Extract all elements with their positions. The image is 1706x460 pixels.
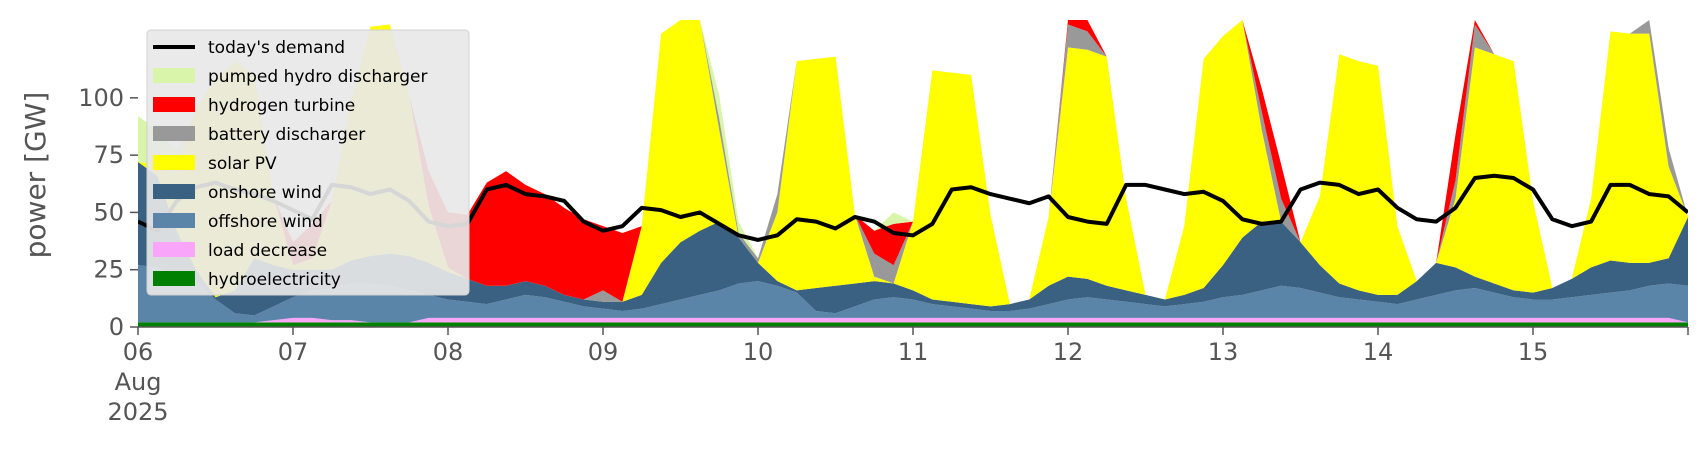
y-tick-label: 100 (78, 84, 124, 112)
x-tick-label: 14 (1363, 338, 1394, 366)
legend: today's demand pumped hydro discharger hyd… (146, 29, 470, 296)
area-load-decrease (138, 317, 1688, 323)
legend-label-offshore-wind: offshore wind (208, 212, 323, 232)
x-tick-label: 15 (1518, 338, 1549, 366)
x-tick-label: 12 (1053, 338, 1084, 366)
x-tick-label: 06 (123, 338, 154, 366)
x-tick-label: 08 (433, 338, 464, 366)
y-tick-label: 0 (109, 313, 124, 341)
plot-area (138, 20, 1688, 327)
legend-label-hydrogen-turbine: hydrogen turbine (208, 96, 355, 116)
legend-label-onshore-wind: onshore wind (208, 183, 322, 203)
legend-label-pumped-hydro-discharger: pumped hydro discharger (208, 67, 427, 87)
legend-label-load-decrease: load decrease (208, 241, 327, 261)
x-tick-sublabel-year: 2025 (107, 398, 168, 426)
legend-label-hydroelectricity: hydroelectricity (208, 270, 341, 290)
area-solar-pv (138, 20, 1688, 307)
x-tick-sublabel-month: Aug (115, 368, 162, 396)
x-tick-label: 09 (588, 338, 619, 366)
area-onshore-wind (138, 162, 1688, 316)
y-axis-title: power [GW] (19, 92, 52, 259)
legend-swatch-hydrogen-turbine (153, 97, 195, 112)
area-hydrogen-turbine (138, 20, 1688, 305)
legend-items: today's demand pumped hydro discharger hyd… (153, 38, 427, 290)
legend-label-today-s-demand: today's demand (208, 38, 345, 58)
legend-swatch-load-decrease (153, 242, 195, 257)
legend-swatch-offshore-wind (153, 213, 195, 228)
legend-swatch-solar-pv (153, 155, 195, 170)
area-hydroelectricity (138, 322, 1688, 327)
legend-swatch-onshore-wind (153, 184, 195, 199)
legend-label-battery-discharger: battery discharger (208, 125, 365, 145)
y-tick-label: 75 (93, 141, 124, 169)
legend-swatch-pumped-hydro-discharger (153, 68, 195, 83)
x-tick-label: 10 (743, 338, 774, 366)
x-tick-label: 13 (1208, 338, 1239, 366)
legend-frame (146, 29, 470, 296)
y-ticks: 0 25 50 75 100 (78, 84, 138, 341)
y-tick-label: 25 (93, 256, 124, 284)
legend-label-solar-pv: solar PV (208, 154, 277, 174)
y-tick-label: 50 (93, 198, 124, 226)
legend-swatch-hydroelectricity (153, 271, 195, 286)
legend-swatch-battery-discharger (153, 126, 195, 141)
x-tick-label: 07 (278, 338, 309, 366)
x-tick-label: 11 (898, 338, 929, 366)
area-offshore-wind (138, 265, 1688, 323)
